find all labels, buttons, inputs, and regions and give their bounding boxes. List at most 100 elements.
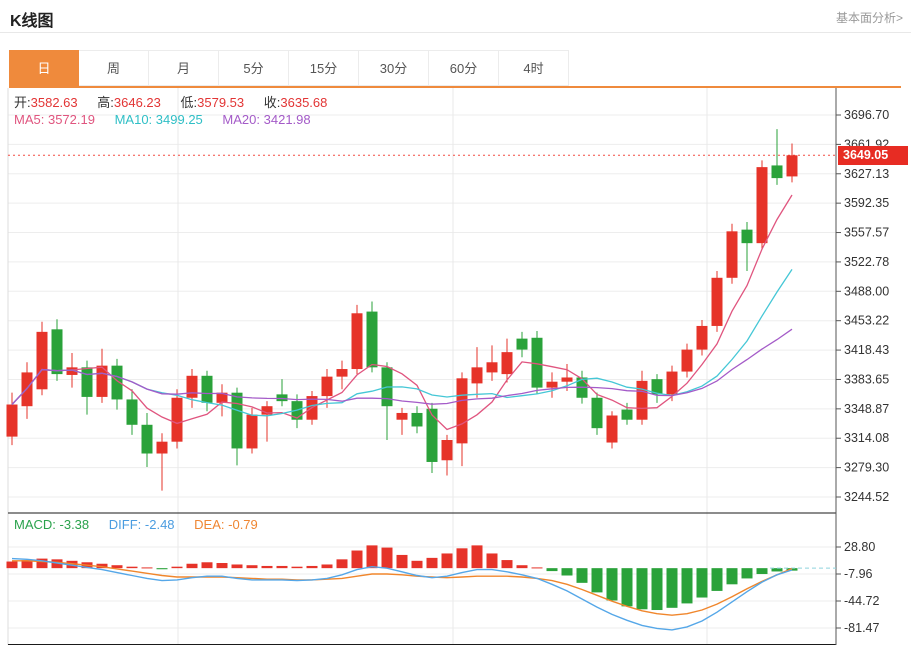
ma10-label: MA10: <box>114 112 153 127</box>
candle-body <box>171 397 183 442</box>
macd-hist-bar <box>6 561 18 569</box>
price-axis-label: 3453.22 <box>844 314 889 328</box>
tab-月[interactable]: 月 <box>149 50 219 86</box>
price-axis-label: 3348.87 <box>844 402 889 416</box>
macd-hist-bar <box>321 564 333 569</box>
candle-body <box>516 338 528 350</box>
ma20-label: MA20: <box>222 112 260 127</box>
macd-hist-bar <box>426 557 438 569</box>
ma5-line <box>11 194 793 431</box>
candle-body <box>246 414 258 449</box>
tab-15分[interactable]: 15分 <box>289 50 359 86</box>
macd-hist-bar <box>516 565 528 569</box>
macd-hist-bar <box>411 560 423 569</box>
macd-hist-bar <box>51 559 63 569</box>
candle-body <box>231 392 243 449</box>
macd-axis-label: 28.80 <box>844 540 875 554</box>
close-value: 3635.68 <box>280 95 328 110</box>
price-axis-label: 3627.13 <box>844 167 889 181</box>
candle-body <box>531 337 543 388</box>
candle-body <box>366 311 378 368</box>
ma10-value: 3499.25 <box>155 112 203 127</box>
candle-body <box>561 377 573 382</box>
ma20-value: 3421.98 <box>263 112 311 127</box>
dea-value: -0.79 <box>228 517 258 532</box>
low-value: 3579.53 <box>197 95 245 110</box>
candle-body <box>546 381 558 388</box>
macd-hist-bar <box>666 568 678 608</box>
kline-chart-canvas[interactable]: 3696.703661.923627.133592.353557.573522.… <box>0 88 911 645</box>
current-price-badge: 3649.05 <box>838 145 908 165</box>
ma5-label: MA5: <box>14 112 45 127</box>
macd-hist-bar <box>96 563 108 569</box>
period-tab-bar: 日周月 5分 15分 30分 60分 4时 <box>9 50 901 88</box>
candle-body <box>426 408 438 462</box>
candle-body <box>126 399 138 425</box>
candle-body <box>66 367 78 375</box>
macd-hist-bar <box>501 560 513 569</box>
candle-body <box>711 277 723 326</box>
chart-region: 3696.70 3661.92 3627.13 3592.35 3557.57 3522.… <box>0 88 911 645</box>
price-axis-label: 3488.00 <box>844 284 889 298</box>
macd-hist-bar <box>621 568 633 607</box>
candle-body <box>201 375 213 403</box>
price-axis-label: 3314.08 <box>844 431 889 445</box>
page-title: K线图 <box>10 13 54 30</box>
macd-hist-bar <box>576 568 588 583</box>
macd-hist-bar <box>696 568 708 598</box>
candle-body <box>486 362 498 373</box>
candle-body <box>786 155 798 177</box>
price-axis-label: 3696.70 <box>844 108 889 122</box>
page-header: K线图 基本面分析> <box>0 0 911 33</box>
candle-body <box>591 397 603 429</box>
candle-body <box>261 406 273 415</box>
macd-hist-bar <box>681 568 693 604</box>
macd-label: MACD: <box>14 517 56 532</box>
macd-hist-bar <box>186 563 198 569</box>
macd-hist-bar <box>741 568 753 579</box>
ohlc-readout: 开:3582.63 高:3646.23 低:3579.53 收:3635.68 <box>14 92 343 111</box>
candle-body <box>741 229 753 244</box>
macd-hist-bar <box>126 566 138 569</box>
candle-body <box>636 380 648 420</box>
macd-hist-bar <box>771 568 783 572</box>
macd-hist-bar <box>36 558 48 569</box>
candle-body <box>411 412 423 427</box>
macd-hist-bar <box>171 566 183 569</box>
candle-body <box>396 412 408 420</box>
candle-body <box>216 392 228 403</box>
macd-hist-bar <box>336 559 348 569</box>
high-label: 高: <box>97 95 114 110</box>
dea-label: DEA: <box>194 517 225 532</box>
tab-30分[interactable]: 30分 <box>359 50 429 86</box>
candle-body <box>81 367 93 397</box>
ma20-line <box>11 328 793 405</box>
macd-hist-bar <box>216 563 228 569</box>
macd-hist-bar <box>306 565 318 569</box>
candle-body <box>501 352 513 375</box>
diff-value: -2.48 <box>144 517 175 532</box>
tab-5分[interactable]: 5分 <box>219 50 289 86</box>
tab-4时[interactable]: 4时 <box>499 50 569 86</box>
price-axis-label: 3592.35 <box>844 196 889 210</box>
candle-body <box>651 379 663 395</box>
tab-bar-filler <box>569 50 901 86</box>
price-axis-label: 3383.65 <box>844 372 889 386</box>
tab-60分[interactable]: 60分 <box>429 50 499 86</box>
candle-body <box>36 331 48 390</box>
macd-hist-bar <box>21 560 33 569</box>
price-axis-label: 3418.43 <box>844 343 889 357</box>
macd-hist-bar <box>276 565 288 569</box>
macd-hist-bar <box>471 545 483 569</box>
ma5-value: 3572.19 <box>47 112 95 127</box>
dea-line <box>12 560 793 616</box>
tab-周[interactable]: 周 <box>79 50 149 86</box>
macd-hist-bar <box>366 545 378 569</box>
tab-日[interactable]: 日 <box>9 50 79 86</box>
diff-line <box>11 557 793 631</box>
macd-hist-bar <box>441 553 453 569</box>
macd-hist-bar <box>456 548 468 569</box>
fundamental-analysis-link[interactable]: 基本面分析> <box>835 11 903 25</box>
diff-label: DIFF: <box>108 517 142 532</box>
